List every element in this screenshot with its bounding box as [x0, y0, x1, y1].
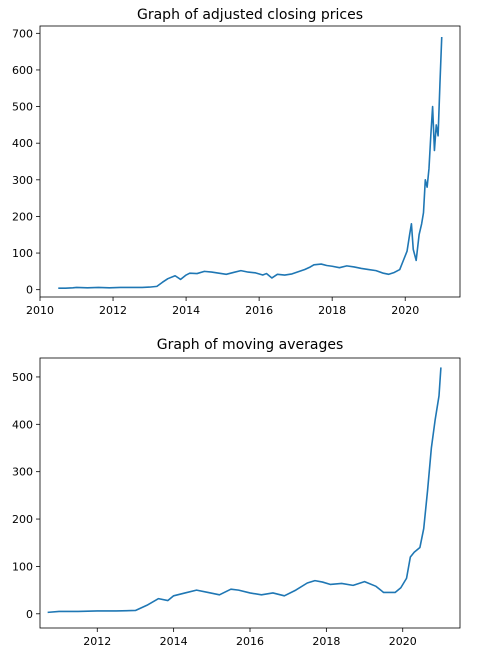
x-tick-label: 2012 — [99, 304, 127, 317]
y-tick-label: 0 — [26, 608, 33, 621]
x-tick-label: 2020 — [389, 635, 417, 648]
y-tick-label: 400 — [12, 418, 33, 431]
plot-area: 2010 2012 2014 2016 2018 2020 0 100 200 300 400 500… — [12, 25, 461, 317]
y-tick-label: 400 — [12, 137, 33, 150]
axes-frame — [39, 357, 461, 629]
x-tick-label: 2010 — [26, 304, 54, 317]
series-line — [47, 367, 442, 614]
y-tick-label: 300 — [12, 466, 33, 479]
y-tick-label: 300 — [12, 174, 33, 187]
chart-title: Graph of moving averages — [157, 337, 344, 353]
x-tick-label: 2012 — [83, 635, 111, 648]
x-tick-label: 2018 — [312, 635, 340, 648]
x-tick-label: 2014 — [172, 304, 200, 317]
y-tick-label: 100 — [12, 247, 33, 260]
y-tick-label: 0 — [26, 284, 33, 297]
moving-average-chart: Graph of moving averages 2012 2014 2016 201… — [12, 337, 461, 648]
x-tick-label: 2020 — [391, 304, 419, 317]
y-tick-label: 500 — [12, 101, 33, 114]
x-tick-label: 2018 — [318, 304, 346, 317]
series-line — [58, 36, 443, 290]
axes-frame — [39, 25, 461, 298]
y-tick-label: 100 — [12, 560, 33, 573]
chart-title: Graph of adjusted closing prices — [137, 7, 363, 23]
x-tick-label: 2016 — [245, 304, 273, 317]
adjusted-closing-price-chart: Graph of adjusted closing prices 2010 201… — [12, 7, 461, 317]
plot-area: 2012 2014 2016 2018 2020 0 100 200 300 400 500 — [12, 357, 461, 648]
x-tick-label: 2016 — [236, 635, 264, 648]
y-tick-label: 600 — [12, 64, 33, 77]
y-tick-label: 700 — [12, 27, 33, 40]
y-tick-label: 200 — [12, 513, 33, 526]
y-tick-label: 200 — [12, 210, 33, 223]
y-tick-label: 500 — [12, 371, 33, 384]
x-tick-label: 2014 — [160, 635, 188, 648]
